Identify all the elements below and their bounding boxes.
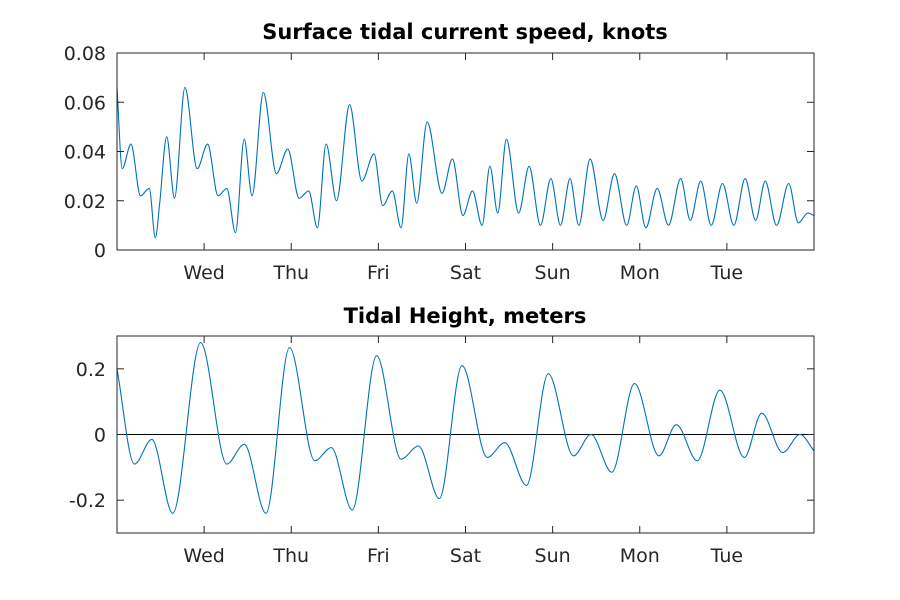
y-tick-label: 0.02	[64, 191, 106, 213]
x-tick-label: Fri	[367, 262, 390, 284]
y-tick-label: 0.2	[76, 359, 106, 381]
x-tick-label: Mon	[620, 262, 660, 284]
x-tick-label: Fri	[367, 545, 390, 567]
y-tick-label: -0.2	[69, 490, 106, 512]
x-tick-label: Sun	[535, 545, 571, 567]
x-tick-label: Thu	[272, 262, 309, 284]
x-tick-label: Wed	[183, 545, 224, 567]
y-tick-label: 0.04	[64, 142, 106, 164]
top-chart: Surface tidal current speed, knots Wed Th…	[64, 20, 815, 284]
x-tick-label: Tue	[710, 545, 743, 567]
x-tick-label: Sun	[535, 262, 571, 284]
bottom-chart-plot: Wed Thu Fri Sat Sun Mon Tue -0.2 0 0.2	[69, 335, 815, 567]
x-tick-label: Tue	[710, 262, 743, 284]
x-tick-label: Mon	[620, 545, 660, 567]
x-tick-label: Sat	[450, 262, 481, 284]
bottom-chart: Tidal Height, meters Wed Thu Fri Sat Sun Mon T…	[69, 304, 815, 567]
y-tick-label: 0.06	[64, 92, 106, 114]
top-chart-title: Surface tidal current speed, knots	[262, 20, 668, 44]
bottom-chart-title: Tidal Height, meters	[344, 304, 587, 328]
y-tick-label: 0.08	[64, 43, 106, 65]
x-tick-label: Wed	[183, 262, 224, 284]
x-tick-label: Sat	[450, 545, 481, 567]
top-chart-plot: Wed Thu Fri Sat Sun Mon Tue 0 0.02 0.04 0.06 0.08	[64, 43, 815, 284]
y-tick-label: 0	[94, 240, 106, 262]
y-tick-label: 0	[94, 425, 106, 447]
series-line-0	[116, 342, 815, 514]
x-tick-label: Thu	[272, 545, 309, 567]
series-line-0	[116, 86, 815, 239]
